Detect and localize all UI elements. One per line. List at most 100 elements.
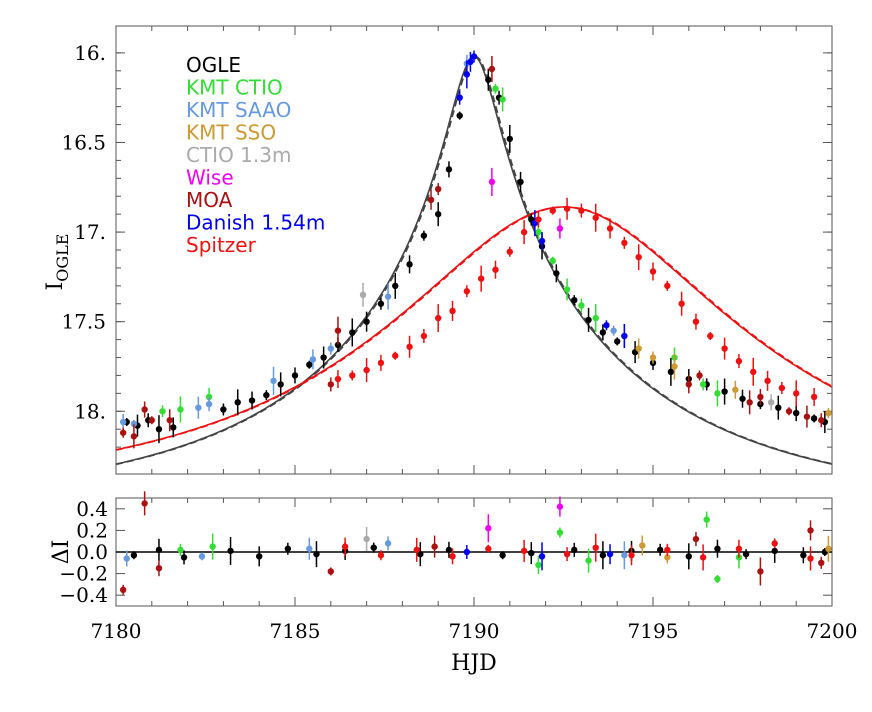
data-point: [610, 327, 617, 334]
data-point: [427, 196, 435, 204]
data-point: [553, 270, 560, 277]
data-point: [119, 586, 127, 593]
data-point: [499, 552, 506, 559]
data-point: [767, 399, 775, 406]
data-point: [384, 293, 392, 300]
main-y-axis-title: IOGLE: [43, 234, 72, 291]
data-point: [825, 545, 832, 552]
data-point: [757, 393, 764, 401]
data-point: [159, 408, 166, 415]
residual-ticks: [115, 498, 833, 606]
data-point: [470, 53, 478, 60]
data-point: [535, 228, 542, 236]
data-point: [699, 381, 707, 388]
data-point: [520, 547, 528, 555]
data-point: [538, 553, 546, 560]
data-point: [585, 557, 592, 564]
data-point: [556, 503, 564, 510]
ground-model-curve-dashed: [115, 55, 833, 466]
data-point: [739, 395, 746, 402]
data-point: [775, 404, 782, 411]
data-point: [506, 248, 513, 255]
data-point: [155, 546, 163, 554]
data-point: [334, 375, 342, 383]
data-point: [721, 345, 728, 352]
data-point: [735, 545, 743, 552]
data-point: [130, 433, 138, 440]
data-point: [803, 413, 811, 420]
data-point: [556, 529, 564, 536]
data-point: [277, 381, 284, 388]
legend-entry: KMT CTIO: [186, 76, 283, 100]
data-point: [130, 552, 138, 559]
data-point: [463, 288, 471, 295]
data-point: [793, 390, 800, 397]
data-point: [420, 232, 428, 239]
data-point: [435, 210, 442, 218]
res-y-tick-label: 0.2: [76, 518, 108, 542]
data-point: [413, 546, 420, 554]
main-data-points: [119, 50, 832, 449]
data-point: [177, 546, 184, 554]
data-point: [599, 552, 607, 559]
data-point: [256, 553, 263, 560]
data-point: [220, 406, 227, 413]
legend-entry: KMT SSO: [186, 121, 276, 145]
legend-entry: KMT SAAO: [186, 98, 291, 122]
data-point: [488, 65, 496, 73]
data-point: [477, 275, 485, 282]
data-point: [406, 261, 413, 268]
data-point: [603, 322, 610, 329]
data-point: [349, 329, 356, 336]
data-point: [764, 377, 771, 385]
data-point: [485, 525, 492, 532]
data-point: [377, 300, 385, 307]
data-point: [535, 216, 542, 223]
data-point: [699, 554, 707, 561]
data-point: [714, 390, 721, 397]
data-point: [492, 266, 499, 273]
data-point: [334, 327, 342, 334]
legend-entry: Spitzer: [186, 233, 257, 257]
data-point: [825, 409, 832, 417]
data-point: [692, 318, 700, 325]
main-y-tick-label: 16.5: [61, 130, 106, 154]
data-point: [284, 545, 292, 552]
data-point: [227, 547, 234, 555]
data-point: [793, 409, 800, 417]
data-point: [123, 555, 130, 562]
data-point: [585, 316, 592, 324]
data-point: [742, 550, 750, 558]
legend-entry: Wise: [186, 166, 234, 190]
data-point: [664, 554, 671, 561]
main-y-tick-labels: 16. 16.5 17. 17.5 18.: [61, 41, 106, 423]
data-point: [155, 565, 163, 572]
data-point: [599, 329, 607, 336]
data-point: [714, 545, 721, 552]
data-point: [563, 205, 571, 212]
x-tick-labels: 7180 7185 7190 7195 7200: [91, 619, 858, 643]
data-point: [370, 544, 377, 551]
data-point: [692, 535, 700, 543]
data-point: [363, 535, 370, 543]
data-point: [392, 352, 399, 359]
data-point: [141, 406, 148, 413]
data-point: [492, 85, 499, 92]
data-point: [377, 359, 385, 367]
data-point: [306, 545, 313, 552]
data-point: [327, 568, 334, 575]
data-point: [417, 550, 424, 558]
res-y-tick-label: −0.2: [59, 562, 108, 586]
data-point: [435, 185, 442, 193]
data-point: [746, 399, 753, 406]
data-point: [656, 546, 664, 554]
data-point: [778, 384, 786, 392]
data-point: [195, 404, 202, 411]
data-point: [205, 393, 213, 401]
data-point: [488, 178, 496, 186]
data-point: [578, 207, 585, 214]
legend-entry: MOA: [186, 188, 233, 212]
data-point: [363, 318, 370, 325]
legend-entry: OGLE: [186, 53, 241, 77]
